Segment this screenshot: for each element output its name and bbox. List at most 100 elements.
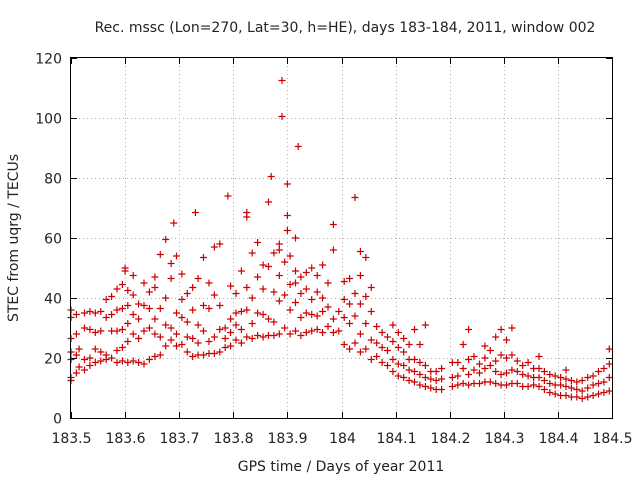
- y-tick-label: 20: [44, 352, 62, 368]
- data-point: [81, 309, 88, 317]
- data-point: [438, 375, 446, 383]
- data-point: [232, 321, 240, 329]
- data-point: [200, 351, 207, 359]
- y-axis-label: STEC from uqrg / TECUs: [6, 154, 22, 322]
- data-point: [356, 330, 364, 338]
- data-point: [72, 311, 80, 318]
- data-point: [259, 333, 267, 341]
- data-point: [97, 308, 105, 315]
- data-point: [367, 356, 375, 363]
- x-tick-label: 183.6: [105, 431, 145, 447]
- data-point: [346, 275, 354, 282]
- data-point: [173, 342, 180, 350]
- data-point: [275, 330, 283, 338]
- data-point: [481, 342, 489, 350]
- data-point: [470, 353, 478, 360]
- data-point: [319, 308, 327, 315]
- data-point: [340, 278, 348, 285]
- data-point: [519, 371, 527, 378]
- data-point: [313, 288, 321, 296]
- data-point: [400, 374, 408, 381]
- data-point: [486, 378, 494, 386]
- data-point: [162, 294, 170, 302]
- data-point: [237, 339, 245, 347]
- data-point: [189, 284, 197, 291]
- data-point: [340, 296, 348, 303]
- data-point: [254, 309, 262, 317]
- data-point: [302, 329, 310, 336]
- data-point: [519, 362, 527, 369]
- data-point: [91, 329, 99, 336]
- x-tick-label: 184.1: [376, 431, 416, 447]
- data-point: [356, 300, 364, 308]
- data-point: [481, 354, 489, 362]
- data-point: [286, 252, 294, 260]
- data-point: [367, 284, 375, 291]
- data-point: [124, 320, 132, 327]
- data-point: [459, 365, 467, 372]
- data-point: [81, 324, 88, 332]
- data-point: [216, 240, 224, 248]
- data-point: [178, 296, 186, 303]
- data-point: [167, 275, 175, 282]
- data-point: [329, 329, 337, 336]
- data-point: [216, 348, 224, 356]
- data-point: [283, 227, 291, 234]
- data-point: [173, 252, 180, 260]
- data-point: [465, 326, 473, 333]
- data-point: [221, 335, 229, 342]
- data-point: [562, 392, 570, 399]
- data-point: [584, 384, 592, 392]
- data-point: [481, 365, 489, 372]
- data-point: [600, 378, 608, 386]
- data-point: [167, 336, 175, 344]
- data-point: [270, 288, 278, 296]
- data-point: [432, 377, 440, 384]
- data-point: [584, 393, 592, 401]
- data-point: [151, 284, 159, 291]
- data-point: [584, 374, 592, 381]
- data-point: [297, 314, 305, 321]
- data-point: [356, 348, 364, 356]
- data-point: [140, 279, 148, 287]
- data-point: [270, 318, 278, 326]
- data-point: [232, 336, 240, 344]
- data-point: [367, 336, 375, 344]
- data-point: [356, 272, 364, 279]
- x-tick-label: 183.5: [51, 431, 91, 447]
- data-point: [281, 324, 289, 332]
- data-point: [589, 381, 597, 389]
- data-point: [210, 243, 218, 251]
- data-point: [254, 332, 262, 339]
- data-point: [189, 335, 197, 342]
- data-point: [270, 249, 278, 257]
- data-point: [562, 375, 570, 383]
- data-point: [210, 350, 218, 357]
- data-point: [292, 279, 299, 287]
- data-point: [145, 324, 153, 332]
- data-point: [557, 374, 565, 381]
- data-point: [275, 272, 283, 279]
- data-point: [275, 246, 283, 254]
- data-point: [86, 326, 94, 333]
- data-point: [205, 305, 213, 312]
- data-point: [113, 359, 121, 366]
- data-point: [313, 272, 321, 279]
- data-point: [243, 209, 251, 216]
- data-point: [335, 308, 343, 315]
- x-tick-label: 183.7: [159, 431, 199, 447]
- data-point: [373, 353, 381, 360]
- data-point: [503, 354, 510, 362]
- data-point: [286, 281, 294, 288]
- data-point: [156, 351, 164, 359]
- data-point: [492, 368, 500, 375]
- data-point: [97, 357, 105, 365]
- data-point: [135, 335, 143, 342]
- data-point: [248, 320, 256, 327]
- data-point: [454, 359, 462, 366]
- data-point: [432, 368, 440, 375]
- y-tick-label: 0: [53, 412, 62, 428]
- y-tick-label: 80: [44, 172, 62, 188]
- data-point: [465, 356, 473, 363]
- data-point: [183, 318, 191, 326]
